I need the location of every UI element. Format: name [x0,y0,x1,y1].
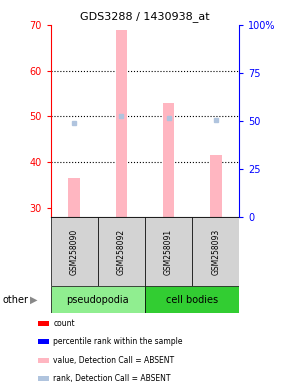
Bar [38,339,49,344]
Bar [115,30,127,217]
Text: count: count [53,319,75,328]
Text: GSM258093: GSM258093 [211,228,220,275]
Text: percentile rank within the sample: percentile rank within the sample [53,338,183,346]
Text: ▶: ▶ [30,295,37,305]
Bar [68,178,80,217]
Text: GSM258092: GSM258092 [117,228,126,275]
Bar [210,155,222,217]
Bar [38,358,49,362]
Text: value, Detection Call = ABSENT: value, Detection Call = ABSENT [53,356,175,364]
Bar [38,376,49,381]
Text: cell bodies: cell bodies [166,295,218,305]
Text: GSM258090: GSM258090 [70,228,79,275]
Bar [145,217,192,286]
Text: rank, Detection Call = ABSENT: rank, Detection Call = ABSENT [53,374,171,383]
Bar [163,103,175,217]
Bar [51,217,98,286]
Bar [192,217,239,286]
Bar [98,217,145,286]
Text: GSM258091: GSM258091 [164,228,173,275]
Text: pseudopodia: pseudopodia [67,295,129,305]
Bar [38,321,49,326]
Title: GDS3288 / 1430938_at: GDS3288 / 1430938_at [80,12,210,22]
Text: other: other [3,295,29,305]
Bar [51,286,145,313]
Bar [145,286,239,313]
